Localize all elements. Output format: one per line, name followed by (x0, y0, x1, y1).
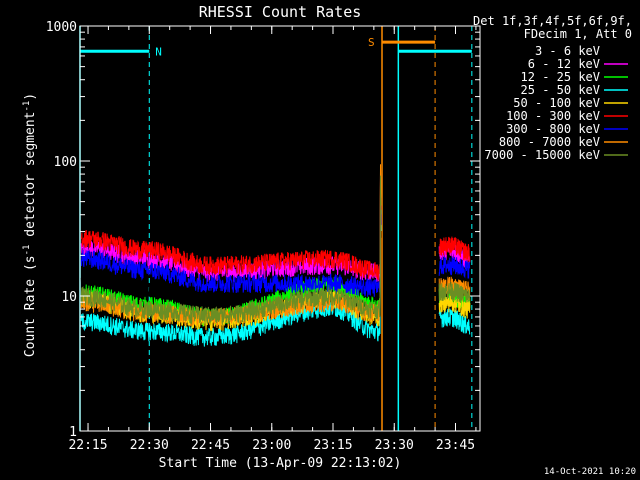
y-label-sup: -1 (22, 245, 32, 256)
legend-header-line: Det 1f,3f,4f,5f,6f,9f, (473, 14, 632, 28)
y-label-part: detector segment (23, 112, 38, 245)
y-axis: 1 10 100 1000 (46, 20, 480, 440)
y-tick-label: 10 (61, 290, 77, 305)
y-label-sup: -1 (22, 101, 32, 112)
x-tick-label: 23:30 (375, 438, 414, 453)
y-tick-label: 100 (54, 155, 77, 170)
legend-label: 50 - 100 keV (513, 96, 600, 110)
legend-header-line: FDecim 1, Att 0 (524, 27, 632, 41)
x-tick-label: 23:45 (436, 438, 475, 453)
x-tick-label: 23:00 (252, 438, 291, 453)
legend-label: 6 - 12 keV (528, 57, 600, 71)
y-label-part: ) (23, 93, 38, 101)
timestamp: 14-Oct-2021 10:20 (544, 467, 636, 477)
y-tick-label: 1 (69, 425, 77, 440)
legend-label: 12 - 25 keV (521, 70, 600, 84)
plot-frame (79, 25, 481, 432)
legend-label: 800 - 7000 keV (499, 135, 600, 149)
series-line (80, 179, 382, 281)
chart-title: RHESSI Count Rates (199, 3, 362, 21)
legend-label: 7000 - 15000 keV (484, 148, 600, 162)
x-axis-label: Start Time (13-Apr-09 22:13:02) (159, 456, 402, 471)
x-axis: 22:15 22:30 22:45 23:00 23:15 23:30 23:45 (68, 26, 477, 453)
y-axis-label: Count Rate (s-1 detector segment-1) (22, 93, 38, 357)
series-line (438, 236, 471, 262)
series-line (80, 175, 382, 325)
series-line (80, 194, 382, 297)
series-line (438, 256, 471, 279)
y-tick-label: 1000 (46, 20, 77, 35)
marker-label: N (155, 45, 162, 58)
x-tick-label: 22:15 (68, 438, 107, 453)
x-tick-label: 22:30 (130, 438, 169, 453)
y-label-part: Count Rate (s (23, 255, 38, 357)
legend-label: 3 - 6 keV (535, 44, 600, 58)
plot-area: NS (79, 26, 473, 431)
marker-label: S (368, 36, 375, 49)
x-tick-label: 23:15 (313, 438, 352, 453)
legend-label: 25 - 50 keV (521, 83, 600, 97)
series-line (438, 308, 471, 335)
legend-label: 100 - 300 keV (506, 109, 600, 123)
series-line (438, 281, 471, 303)
x-tick-label: 22:45 (191, 438, 230, 453)
legend: Det 1f,3f,4f,5f,6f,9f, FDecim 1, Att 0 3… (473, 14, 632, 162)
legend-label: 300 - 800 keV (506, 122, 600, 136)
